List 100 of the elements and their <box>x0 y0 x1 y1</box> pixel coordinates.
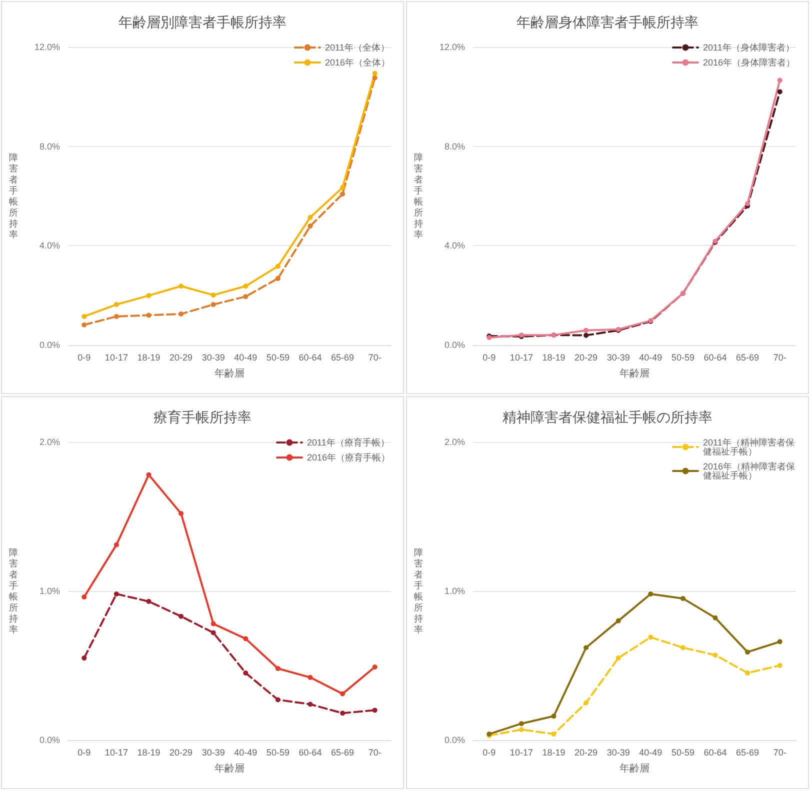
y-tick-label: 2.0% <box>444 437 465 447</box>
point <box>146 472 152 478</box>
y-axis-title: 障害者手帳所持率 <box>9 152 18 240</box>
x-tick-label: 50-59 <box>266 748 290 758</box>
chart-title: 精神障害者保健福祉手帳の所持率 <box>502 409 712 425</box>
legend-label: 2011年（身体障害者） <box>702 42 794 52</box>
x-tick-label: 18-19 <box>137 748 160 758</box>
legend-label: 2016年（身体障害者） <box>702 58 796 68</box>
y-tick-label: 0.0% <box>444 735 465 745</box>
point <box>340 691 346 696</box>
x-tick-label: 70- <box>773 352 786 362</box>
x-tick-label: 0-9 <box>482 352 496 362</box>
y-tick-label: 1.0% <box>39 586 60 596</box>
point <box>777 663 782 668</box>
point <box>340 192 346 197</box>
y-tick-label: 0.0% <box>39 340 60 350</box>
y-tick-label: 8.0% <box>39 141 60 152</box>
x-tick-label: 70- <box>368 748 382 758</box>
point <box>616 656 621 661</box>
point <box>114 314 119 319</box>
point <box>648 634 654 640</box>
point <box>680 596 686 601</box>
point <box>712 615 718 620</box>
y-tick-label: 4.0% <box>444 240 465 251</box>
x-tick-label: 20-29 <box>170 748 193 758</box>
y-tick-label: 0.0% <box>39 735 60 745</box>
point <box>745 670 750 676</box>
point <box>146 312 152 318</box>
x-tick-label: 40-49 <box>234 352 258 362</box>
y-axis-title: 障害者手帳所持率 <box>414 152 423 240</box>
point <box>777 78 782 83</box>
x-axis-title: 年齢層 <box>620 368 650 380</box>
point <box>616 618 621 624</box>
point <box>146 293 152 298</box>
point <box>648 591 654 596</box>
point <box>243 670 248 676</box>
x-tick-label: 65-69 <box>331 748 354 758</box>
x-tick-label: 40-49 <box>234 748 258 758</box>
legend-label: 2011年（療育手帳） <box>306 438 390 448</box>
point <box>82 594 87 600</box>
y-tick-label: 1.0% <box>444 586 465 596</box>
x-tick-label: 18-19 <box>542 748 566 758</box>
point <box>340 710 346 716</box>
point <box>210 630 216 636</box>
point <box>680 645 686 650</box>
point <box>114 591 119 596</box>
point <box>275 276 280 281</box>
point <box>308 224 313 229</box>
point <box>308 214 313 220</box>
x-axis-title: 年齢層 <box>620 762 650 774</box>
x-tick-label: 65-69 <box>736 352 760 362</box>
point <box>243 284 248 289</box>
x-axis-title: 年齢層 <box>214 368 244 380</box>
point <box>243 636 248 642</box>
legend-label: 2016年（療育手帳） <box>306 452 390 462</box>
point <box>275 264 280 269</box>
point <box>777 89 782 94</box>
x-tick-label: 70- <box>773 748 786 758</box>
point <box>308 702 313 707</box>
x-tick-label: 0-9 <box>482 748 496 758</box>
x-tick-label: 20-29 <box>170 352 193 362</box>
legend-label: 2011年（精神障害者保健福祉手帳） <box>702 438 794 456</box>
point <box>275 666 280 671</box>
point <box>777 639 782 644</box>
x-tick-label: 60-64 <box>298 748 322 758</box>
x-tick-label: 40-49 <box>639 748 662 758</box>
point <box>340 185 346 190</box>
point <box>82 656 87 661</box>
point <box>518 727 524 732</box>
point <box>243 294 248 300</box>
y-tick-label: 4.0% <box>39 240 60 251</box>
point <box>584 332 589 338</box>
x-tick-label: 50-59 <box>266 352 290 362</box>
x-tick-label: 20-29 <box>574 352 598 362</box>
x-tick-label: 0-9 <box>78 748 91 758</box>
point <box>114 302 119 308</box>
point <box>146 598 152 604</box>
x-tick-label: 10-17 <box>104 352 128 362</box>
legend-label: 2016年（精神障害者保健福祉手帳） <box>702 462 796 480</box>
point <box>82 314 87 319</box>
x-tick-label: 0-9 <box>78 352 91 362</box>
x-tick-label: 10-17 <box>104 748 128 758</box>
point <box>372 664 378 670</box>
x-tick-label: 30-39 <box>606 748 630 758</box>
x-tick-label: 50-59 <box>671 352 694 362</box>
y-tick-label: 8.0% <box>444 141 465 152</box>
x-tick-label: 40-49 <box>639 352 662 362</box>
point <box>372 75 378 80</box>
x-tick-label: 30-39 <box>202 352 225 362</box>
point <box>584 700 589 706</box>
x-tick-label: 65-69 <box>331 352 354 362</box>
point <box>82 322 87 328</box>
point <box>551 714 556 719</box>
y-tick-label: 0.0% <box>444 340 465 350</box>
x-tick-label: 65-69 <box>736 748 760 758</box>
point <box>745 650 750 655</box>
y-tick-label: 12.0% <box>34 42 60 52</box>
x-tick-label: 60-64 <box>704 352 727 362</box>
chart-title: 年齢層身体障害者手帳所持率 <box>516 14 698 30</box>
y-tick-label: 12.0% <box>439 42 465 52</box>
